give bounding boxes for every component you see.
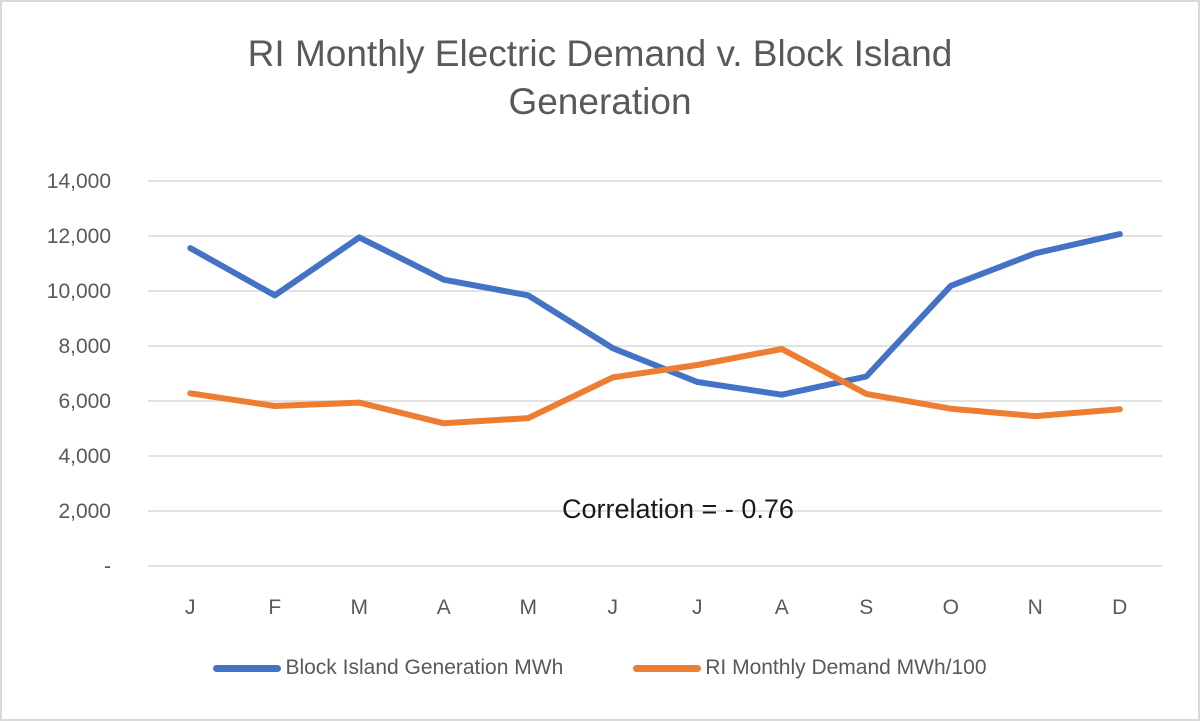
y-axis-ticks: - 2,000 4,000 6,000 8,000 10,000 12,000 14,000 — [47, 170, 111, 578]
x-tick-label: F — [268, 596, 281, 619]
x-tick-label: A — [775, 596, 789, 619]
chart-title-line-1: RI Monthly Electric Demand v. Block Isla… — [247, 33, 953, 74]
x-tick-label: M — [351, 596, 369, 619]
legend-swatch-generation — [213, 664, 282, 672]
x-tick-label: M — [520, 596, 538, 619]
legend-label-demand: RI Monthly Demand MWh/100 — [705, 656, 987, 679]
x-tick-label: N — [1028, 596, 1043, 619]
correlation-annotation: Correlation = - 0.76 — [562, 494, 794, 524]
x-tick-label: J — [185, 596, 196, 619]
y-tick-label: 6,000 — [58, 390, 111, 413]
legend-label-generation: Block Island Generation MWh — [285, 656, 564, 679]
y-tick-label: 14,000 — [47, 170, 111, 193]
gridlines — [148, 180, 1162, 567]
series-lines — [187, 231, 1123, 427]
x-tick-label: J — [692, 596, 703, 619]
legend-item-generation: Block Island Generation MWh — [213, 656, 563, 680]
series-line-demand — [187, 346, 1123, 427]
y-tick-label: 4,000 — [58, 445, 111, 468]
y-tick-label: 10,000 — [47, 280, 111, 303]
y-tick-label: 8,000 — [58, 335, 111, 358]
x-tick-label: S — [859, 596, 873, 619]
series-line-generation — [187, 231, 1123, 398]
x-tick-label: D — [1112, 596, 1127, 619]
legend-swatch-demand — [633, 664, 702, 672]
legend: Block Island Generation MWh RI Monthly D… — [0, 656, 1200, 680]
x-tick-label: J — [608, 596, 619, 619]
chart-title-line-2: Generation — [508, 81, 692, 122]
y-tick-label: - — [104, 555, 111, 578]
legend-item-demand: RI Monthly Demand MWh/100 — [633, 656, 987, 680]
x-tick-label: A — [437, 596, 451, 619]
x-tick-label: O — [943, 596, 959, 619]
y-tick-label: 2,000 — [58, 500, 111, 523]
y-tick-label: 12,000 — [47, 225, 111, 248]
chart-title: RI Monthly Electric Demand v. Block Isla… — [0, 30, 1200, 126]
